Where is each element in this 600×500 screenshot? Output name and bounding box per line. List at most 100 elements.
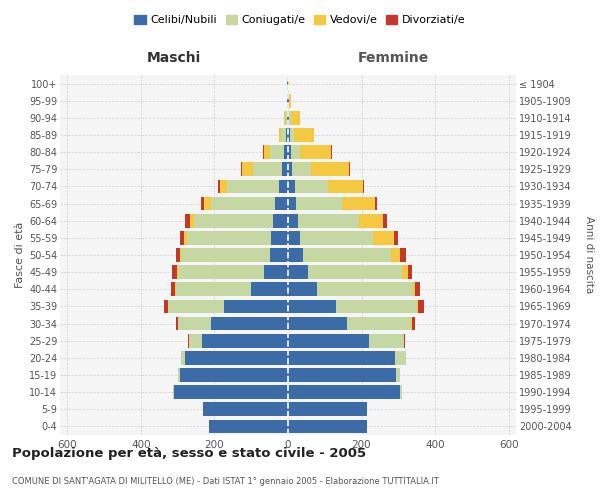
- Bar: [172, 266, 176, 279]
- Bar: [287, 94, 288, 108]
- Bar: [288, 402, 367, 416]
- Bar: [342, 196, 375, 210]
- Bar: [170, 282, 175, 296]
- Bar: [281, 128, 286, 142]
- Bar: [397, 368, 400, 382]
- Bar: [201, 196, 204, 210]
- Bar: [176, 266, 178, 279]
- Bar: [178, 266, 264, 279]
- Bar: [224, 300, 288, 314]
- Bar: [211, 316, 288, 330]
- Bar: [251, 282, 288, 296]
- Bar: [179, 231, 184, 244]
- Bar: [288, 316, 347, 330]
- Bar: [263, 146, 264, 159]
- Text: Anni di nascita: Anni di nascita: [584, 216, 594, 294]
- Bar: [288, 111, 289, 124]
- Bar: [362, 180, 364, 194]
- Bar: [359, 214, 383, 228]
- Bar: [349, 162, 350, 176]
- Bar: [288, 282, 317, 296]
- Bar: [328, 180, 362, 194]
- Bar: [290, 128, 293, 142]
- Bar: [291, 111, 300, 124]
- Bar: [218, 180, 220, 194]
- Bar: [227, 180, 279, 194]
- Bar: [375, 196, 377, 210]
- Bar: [253, 162, 283, 176]
- Bar: [402, 266, 407, 279]
- Bar: [179, 368, 288, 382]
- Bar: [185, 214, 190, 228]
- Bar: [288, 180, 295, 194]
- Bar: [179, 248, 181, 262]
- Text: Maschi: Maschi: [147, 51, 201, 65]
- Bar: [284, 146, 288, 159]
- Bar: [395, 351, 406, 364]
- Bar: [400, 248, 406, 262]
- Bar: [288, 420, 367, 434]
- Bar: [288, 248, 303, 262]
- Bar: [407, 266, 412, 279]
- Bar: [202, 334, 288, 347]
- Bar: [288, 266, 308, 279]
- Bar: [300, 231, 373, 244]
- Bar: [383, 214, 386, 228]
- Bar: [412, 316, 415, 330]
- Bar: [176, 316, 178, 330]
- Bar: [194, 214, 273, 228]
- Bar: [415, 282, 421, 296]
- Bar: [289, 111, 291, 124]
- Bar: [300, 146, 331, 159]
- Bar: [311, 162, 349, 176]
- Bar: [289, 94, 292, 108]
- Bar: [273, 214, 288, 228]
- Bar: [176, 282, 251, 296]
- Bar: [295, 180, 328, 194]
- Bar: [288, 196, 296, 210]
- Bar: [204, 196, 211, 210]
- Bar: [288, 300, 336, 314]
- Bar: [269, 248, 288, 262]
- Bar: [175, 282, 176, 296]
- Bar: [288, 214, 298, 228]
- Bar: [404, 334, 405, 347]
- Bar: [203, 402, 288, 416]
- Bar: [264, 266, 288, 279]
- Bar: [173, 386, 174, 399]
- Bar: [418, 300, 424, 314]
- Bar: [331, 146, 332, 159]
- Bar: [413, 282, 415, 296]
- Y-axis label: Fasce di età: Fasce di età: [14, 222, 25, 288]
- Bar: [288, 386, 400, 399]
- Bar: [279, 180, 288, 194]
- Text: Popolazione per età, sesso e stato civile - 2005: Popolazione per età, sesso e stato civil…: [12, 448, 366, 460]
- Bar: [298, 214, 359, 228]
- Bar: [288, 162, 292, 176]
- Bar: [336, 300, 417, 314]
- Bar: [288, 231, 300, 244]
- Bar: [303, 248, 391, 262]
- Bar: [292, 162, 311, 176]
- Bar: [275, 196, 288, 210]
- Bar: [288, 128, 290, 142]
- Bar: [189, 334, 202, 347]
- Bar: [373, 231, 394, 244]
- Bar: [411, 316, 412, 330]
- Bar: [174, 386, 288, 399]
- Bar: [288, 334, 369, 347]
- Bar: [283, 162, 288, 176]
- Bar: [284, 111, 285, 124]
- Bar: [286, 128, 288, 142]
- Bar: [184, 231, 187, 244]
- Bar: [211, 196, 275, 210]
- Bar: [269, 146, 284, 159]
- Bar: [264, 146, 269, 159]
- Bar: [178, 316, 211, 330]
- Bar: [190, 214, 194, 228]
- Bar: [347, 316, 411, 330]
- Bar: [169, 300, 224, 314]
- Bar: [185, 351, 288, 364]
- Text: COMUNE DI SANT'AGATA DI MILITELLO (ME) - Dati ISTAT 1° gennaio 2005 - Elaborazio: COMUNE DI SANT'AGATA DI MILITELLO (ME) -…: [12, 476, 439, 486]
- Bar: [178, 368, 179, 382]
